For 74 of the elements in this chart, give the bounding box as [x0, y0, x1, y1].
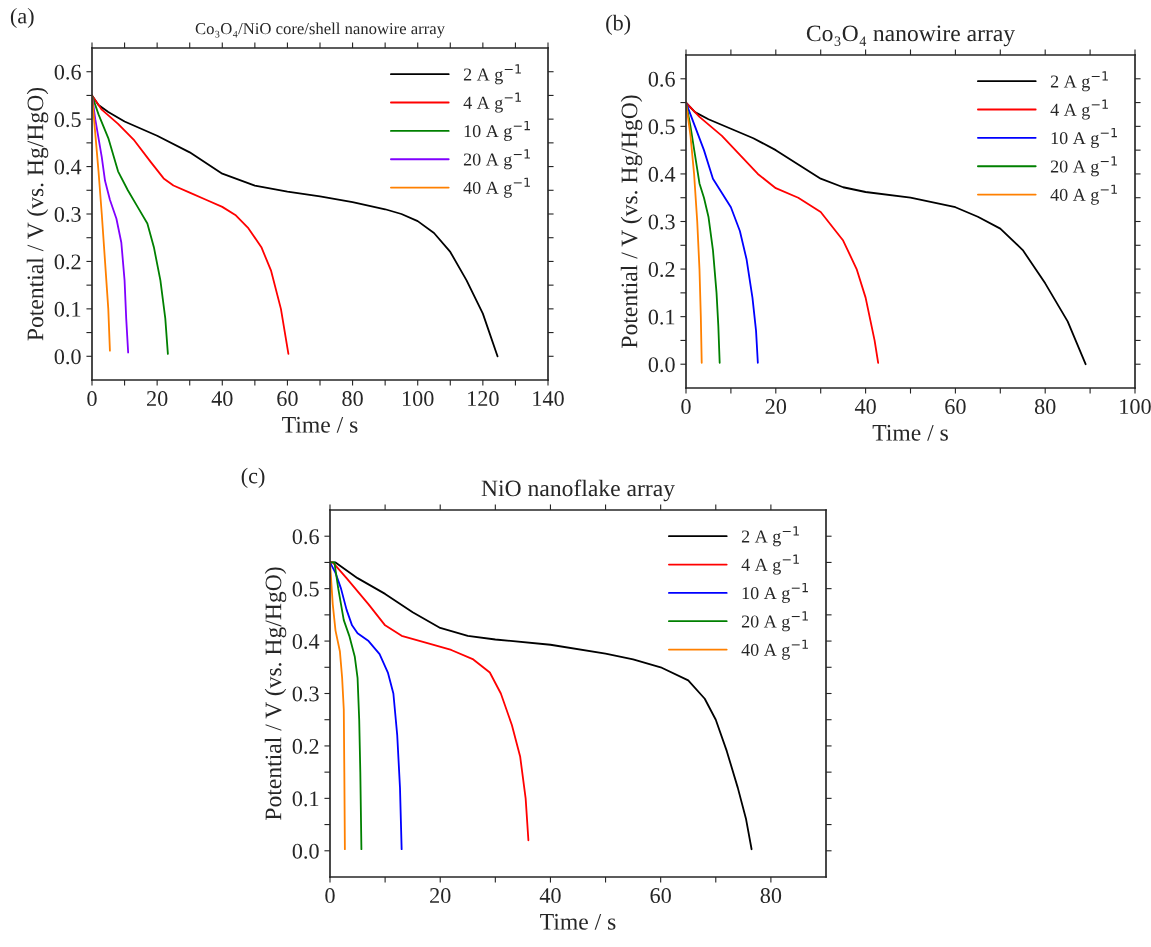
legend-label: 4 A g$^{−1}$	[1050, 99, 1108, 120]
chart-title: Co₃O₄ nanowire array	[806, 25, 1016, 47]
y-tick-label: 0.3	[292, 686, 319, 702]
y-tick-label: 0.0	[54, 349, 81, 365]
y-tick-label: 0.4	[54, 159, 82, 175]
chart-title: NiO nanoflake array	[481, 479, 675, 502]
legend-label: 2 A g$^{−1}$	[1050, 71, 1108, 92]
legend-label: 2 A g$^{−1}$	[741, 526, 799, 547]
x-tick-label: 60	[650, 888, 671, 904]
y-tick-label: 0.6	[292, 529, 319, 545]
legend-label: 40 A g$^{−1}$	[463, 177, 530, 198]
x-tick-label: 60	[945, 399, 966, 415]
line-series	[92, 94, 169, 355]
y-tick-label: 0.3	[648, 214, 675, 230]
x-axis-title: Time / s	[540, 913, 616, 930]
y-tick-label: 0.5	[54, 112, 81, 128]
legend-label: 10 A g$^{−1}$	[1051, 127, 1117, 148]
legend-label: 10 A g$^{−1}$	[464, 120, 530, 141]
y-tick-label: 0.3	[54, 206, 81, 223]
x-tick-label: 20	[147, 391, 168, 407]
x-tick-label: 40	[854, 399, 876, 415]
x-tick-label: 40	[539, 888, 561, 904]
x-axis-title: Time / s	[872, 424, 948, 441]
x-axis-title: Time / s	[282, 416, 358, 433]
y-tick-label: 0.2	[648, 262, 675, 278]
y-tick-label: 0.1	[648, 309, 675, 325]
y-axis-title: Potential / V (vs. Hg/HgO)	[620, 95, 643, 348]
y-tick-label: 0.0	[292, 843, 319, 859]
y-tick-label: 0.0	[648, 357, 675, 373]
y-tick-label: 0.2	[54, 254, 81, 270]
x-tick-label: 40	[211, 391, 233, 407]
line-series	[330, 561, 363, 851]
y-tick-label: 0.1	[292, 791, 319, 807]
legend-label: 40 A g$^{−1}$	[1050, 184, 1117, 205]
line-series	[330, 561, 530, 842]
legend-label: 2 A g$^{−1}$	[463, 64, 521, 85]
y-tick-label: 0.6	[54, 64, 81, 80]
y-tick-label: 0.1	[54, 301, 81, 317]
y-tick-label: 0.2	[292, 738, 319, 754]
x-tick-label: 80	[342, 391, 363, 407]
x-tick-label: 0	[325, 888, 335, 904]
line-series	[92, 94, 290, 355]
y-tick-label: 0.6	[648, 71, 675, 87]
x-tick-label: 120	[468, 391, 499, 407]
legend-label: 4 A g$^{−1}$	[741, 554, 799, 575]
x-tick-label: 0	[681, 399, 691, 415]
y-tick-label: 0.4	[648, 166, 676, 182]
y-tick-label: 0.4	[292, 634, 320, 650]
legend-label: 20 A g$^{−1}$	[741, 611, 808, 632]
x-tick-label: 100	[1120, 399, 1151, 415]
x-tick-label: 60	[277, 391, 298, 407]
x-tick-label: 0	[87, 391, 97, 407]
legend-label: 4 A g$^{−1}$	[463, 92, 521, 113]
line-series	[686, 101, 880, 364]
text: (c)	[241, 467, 265, 488]
chart-title: Co₃O₄/NiO core/shell nanowire array	[195, 22, 445, 38]
x-tick-label: 20	[765, 399, 787, 415]
y-axis-title: Potential / V (vs. Hg/HgO)	[26, 87, 49, 341]
y-tick-label: 0.5	[648, 119, 675, 135]
legend-label: 20 A g$^{−1}$	[463, 149, 530, 170]
legend-label: 20 A g$^{−1}$	[1050, 156, 1117, 177]
text: (b)	[606, 14, 631, 36]
x-tick-label: 100	[403, 391, 434, 407]
legend-label: 40 A g$^{−1}$	[741, 639, 808, 660]
y-axis-title: Potential / V (vs. Hg/HgO)	[264, 567, 287, 820]
line-series	[686, 101, 759, 364]
text: (a)	[10, 7, 34, 29]
line-series	[330, 561, 403, 851]
x-tick-label: 80	[1034, 399, 1056, 415]
x-tick-label: 140	[533, 391, 564, 407]
x-tick-label: 80	[760, 888, 782, 904]
legend-label: 10 A g$^{−1}$	[742, 582, 808, 603]
x-tick-label: 20	[430, 888, 451, 904]
y-tick-label: 0.5	[292, 581, 319, 597]
